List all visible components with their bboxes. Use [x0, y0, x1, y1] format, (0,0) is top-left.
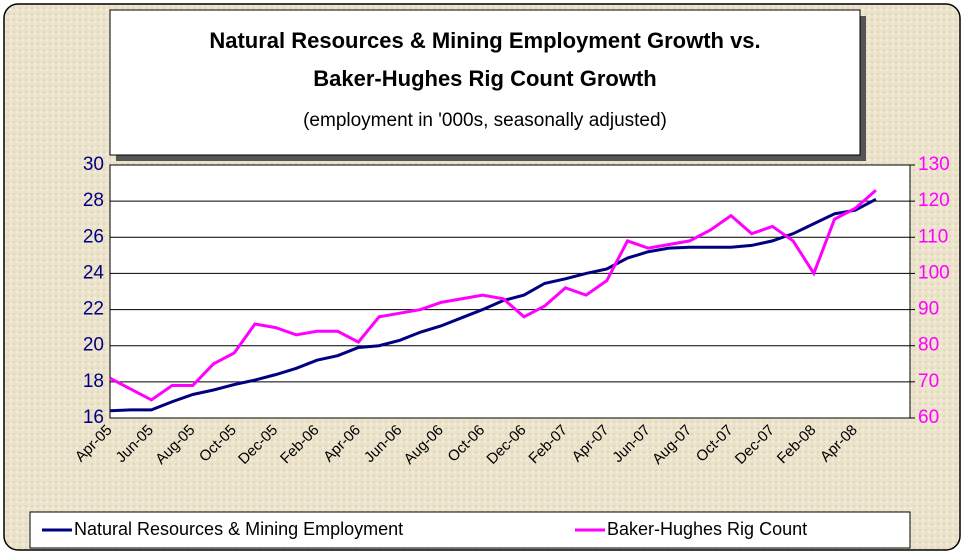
- chart-subtitle: (employment in '000s, seasonally adjuste…: [303, 110, 667, 131]
- y-tick-label: 28: [83, 190, 104, 211]
- title-box: [109, 9, 861, 156]
- y-tick-label: 24: [83, 262, 105, 283]
- legend: [29, 511, 911, 549]
- y2-tick-label: 90: [918, 299, 939, 320]
- y-tick-label: 18: [83, 371, 104, 392]
- y2-tick-label: 120: [918, 190, 950, 211]
- y-tick-label: 16: [83, 407, 104, 428]
- y2-tick-label: 60: [918, 407, 939, 428]
- y2-tick-label: 100: [918, 262, 950, 283]
- y-tick-label: 30: [83, 154, 104, 175]
- y-tick-label: 22: [83, 299, 104, 320]
- y2-tick-label: 70: [918, 371, 939, 392]
- plot-area: [109, 164, 911, 419]
- series-line: [109, 189, 877, 402]
- legend-label: Baker-Hughes Rig Count: [607, 519, 807, 539]
- y2-tick-label: 110: [918, 226, 948, 247]
- y2-tick-label: 130: [918, 154, 950, 175]
- chart-title: Natural Resources & Mining Employment Gr…: [209, 28, 760, 53]
- series-line: [109, 198, 877, 413]
- chart-title: Baker-Hughes Rig Count Growth: [313, 66, 656, 91]
- y2-tick-label: 80: [918, 335, 939, 356]
- legend-label: Natural Resources & Mining Employment: [74, 519, 403, 539]
- y-tick-label: 20: [83, 335, 104, 356]
- y-tick-label: 26: [83, 226, 104, 247]
